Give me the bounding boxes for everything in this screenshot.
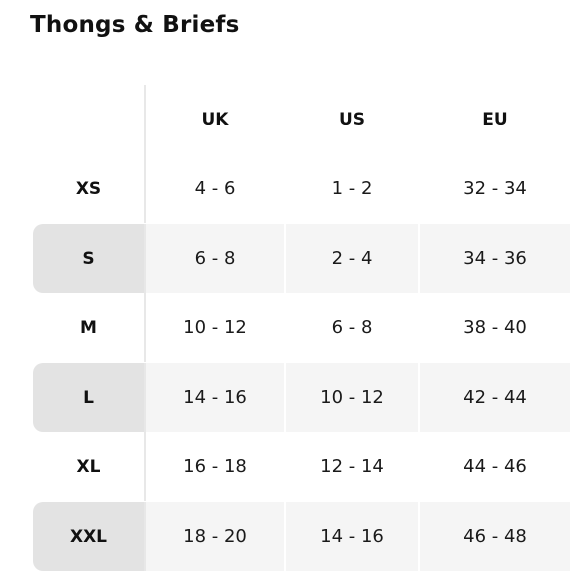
uk-size-cell: 10 - 12	[146, 293, 286, 362]
us-size-cell: 10 - 12	[286, 363, 420, 432]
us-size-cell: 12 - 14	[286, 432, 420, 501]
uk-size-cell: 6 - 8	[146, 224, 286, 293]
table-row: XXL 18 - 20 14 - 16 46 - 48	[33, 502, 570, 571]
us-size-cell: 1 - 2	[286, 154, 420, 223]
size-chart-table: UK US EU XS 4 - 6 1 - 2 32 - 34 S 6 - 8 …	[33, 85, 570, 571]
page-title: Thongs & Briefs	[30, 12, 240, 38]
eu-size-cell: 38 - 40	[463, 317, 527, 338]
column-header-uk: UK	[146, 85, 286, 154]
header-corner-cell	[33, 85, 146, 154]
uk-size-cell: 4 - 6	[146, 154, 286, 223]
table-row: S 6 - 8 2 - 4 34 - 36	[33, 224, 570, 293]
size-label: XL	[33, 432, 146, 501]
eu-size-cell: 44 - 46	[463, 456, 527, 477]
table-row: XL 16 - 18 12 - 14 44 - 46	[33, 432, 570, 501]
size-label: S	[33, 224, 146, 293]
column-header-eu: EU	[482, 109, 508, 130]
table-row: L 14 - 16 10 - 12 42 - 44	[33, 363, 570, 432]
uk-size-cell: 18 - 20	[146, 502, 286, 571]
size-label: M	[33, 293, 146, 362]
size-label: L	[33, 363, 146, 432]
table-row: XS 4 - 6 1 - 2 32 - 34	[33, 154, 570, 223]
uk-size-cell: 14 - 16	[146, 363, 286, 432]
us-size-cell: 6 - 8	[286, 293, 420, 362]
column-header-us: US	[286, 85, 420, 154]
eu-size-cell: 42 - 44	[420, 363, 570, 432]
table-row: M 10 - 12 6 - 8 38 - 40	[33, 293, 570, 362]
us-size-cell: 2 - 4	[286, 224, 420, 293]
eu-size-cell: 34 - 36	[420, 224, 570, 293]
eu-size-cell: 32 - 34	[463, 178, 527, 199]
size-label: XXL	[33, 502, 146, 571]
table-header-row: UK US EU	[33, 85, 570, 154]
size-label: XS	[33, 154, 146, 223]
uk-size-cell: 16 - 18	[146, 432, 286, 501]
eu-size-cell: 46 - 48	[420, 502, 570, 571]
us-size-cell: 14 - 16	[286, 502, 420, 571]
